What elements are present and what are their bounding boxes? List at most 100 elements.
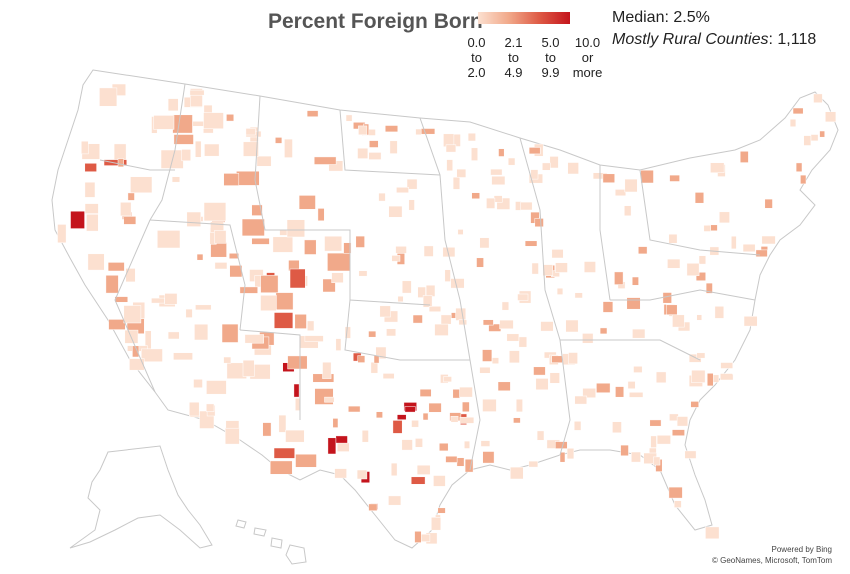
county-shape xyxy=(471,192,480,200)
county-shape xyxy=(317,208,325,222)
summary-stats: Median: 2.5% Mostly Rural Counties: 1,11… xyxy=(612,7,816,51)
legend-bin-3-high: 9.9 xyxy=(541,65,560,80)
county-shape xyxy=(256,155,272,167)
county-shape xyxy=(287,355,308,370)
county-shape xyxy=(132,345,140,358)
county-shape xyxy=(396,414,407,420)
county-shape xyxy=(361,430,369,443)
legend-bin-3: 5.0 to 9.9 xyxy=(532,35,569,80)
state-border xyxy=(469,359,481,471)
county-shape xyxy=(214,262,228,270)
county-shape xyxy=(444,269,451,282)
county-shape xyxy=(506,333,520,342)
county-shape xyxy=(510,466,524,480)
county-shape xyxy=(428,402,442,413)
county-shape xyxy=(535,378,549,391)
county-shape xyxy=(533,366,546,376)
county-shape xyxy=(667,258,681,269)
county-shape xyxy=(530,169,539,180)
county-shape xyxy=(650,435,657,448)
county-shape xyxy=(272,236,294,253)
county-shape xyxy=(262,422,272,437)
county-shape xyxy=(99,87,118,107)
county-shape xyxy=(368,152,382,160)
county-shape xyxy=(501,301,510,311)
county-shape xyxy=(419,388,432,397)
county-shape xyxy=(108,319,126,330)
county-shape xyxy=(684,450,697,459)
county-shape xyxy=(467,132,476,142)
county-shape xyxy=(462,401,470,413)
county-shape xyxy=(479,366,491,374)
legend-bin-3-low: 5.0 xyxy=(541,35,560,50)
county-shape xyxy=(335,435,348,444)
county-shape xyxy=(214,230,227,244)
county-shape xyxy=(676,416,689,427)
county-shapes xyxy=(57,83,837,545)
county-shape xyxy=(764,198,773,209)
county-shape xyxy=(375,411,383,419)
county-shape xyxy=(627,381,636,389)
state-border xyxy=(560,339,701,361)
county-shape xyxy=(186,211,202,227)
county-shape xyxy=(528,460,539,468)
county-shape xyxy=(518,336,528,348)
county-shape xyxy=(260,275,279,293)
county-shape xyxy=(450,278,465,289)
county-shape xyxy=(528,147,541,155)
county-shape xyxy=(105,275,119,294)
county-shape xyxy=(640,169,654,184)
legend: 0.0 to 2.0 2.1 to 4.9 5.0 to 9.9 10.0 or… xyxy=(458,35,606,80)
county-shape xyxy=(181,149,191,162)
county-shape xyxy=(193,379,203,388)
county-shape xyxy=(125,268,136,283)
county-shape xyxy=(173,134,194,145)
county-shape xyxy=(195,140,202,158)
county-shape xyxy=(800,174,807,185)
county-shape xyxy=(620,444,629,457)
county-shape xyxy=(324,396,335,403)
county-shape xyxy=(251,237,270,245)
county-shape xyxy=(334,468,347,479)
county-shape xyxy=(515,398,523,413)
county-shape xyxy=(416,464,431,475)
legend-bin-1-low: 0.0 xyxy=(467,35,486,50)
county-shape xyxy=(615,386,625,398)
rural-count-value: : 1,118 xyxy=(768,31,817,48)
county-shape xyxy=(204,143,220,157)
county-shape xyxy=(464,458,474,473)
county-shape xyxy=(671,429,685,436)
county-shape xyxy=(482,349,493,362)
state-border xyxy=(519,137,571,456)
county-shape xyxy=(127,192,135,201)
county-shape xyxy=(795,162,803,172)
county-shape xyxy=(742,243,756,253)
county-shape xyxy=(731,235,737,250)
county-shape xyxy=(286,219,305,238)
county-shape xyxy=(369,140,379,148)
county-shape xyxy=(313,156,337,165)
county-shape xyxy=(491,175,506,186)
county-shape xyxy=(498,148,505,157)
county-shape xyxy=(517,293,529,301)
county-shape xyxy=(452,389,461,399)
county-shape xyxy=(566,448,575,460)
legend-bin-2-low: 2.1 xyxy=(504,35,523,50)
county-shape xyxy=(358,270,368,277)
county-shape xyxy=(389,140,398,154)
county-shape xyxy=(669,174,680,182)
county-shape xyxy=(422,295,433,308)
county-shape xyxy=(382,373,395,379)
county-shape xyxy=(531,262,539,275)
county-shape xyxy=(819,130,825,138)
county-shape xyxy=(456,168,467,178)
county-shape xyxy=(86,214,99,232)
county-shape xyxy=(638,246,648,255)
county-shape xyxy=(120,202,132,217)
county-shape xyxy=(549,372,560,384)
county-shape xyxy=(755,249,768,258)
county-shape xyxy=(404,406,416,413)
county-shape xyxy=(306,110,319,117)
state-border xyxy=(610,289,756,301)
